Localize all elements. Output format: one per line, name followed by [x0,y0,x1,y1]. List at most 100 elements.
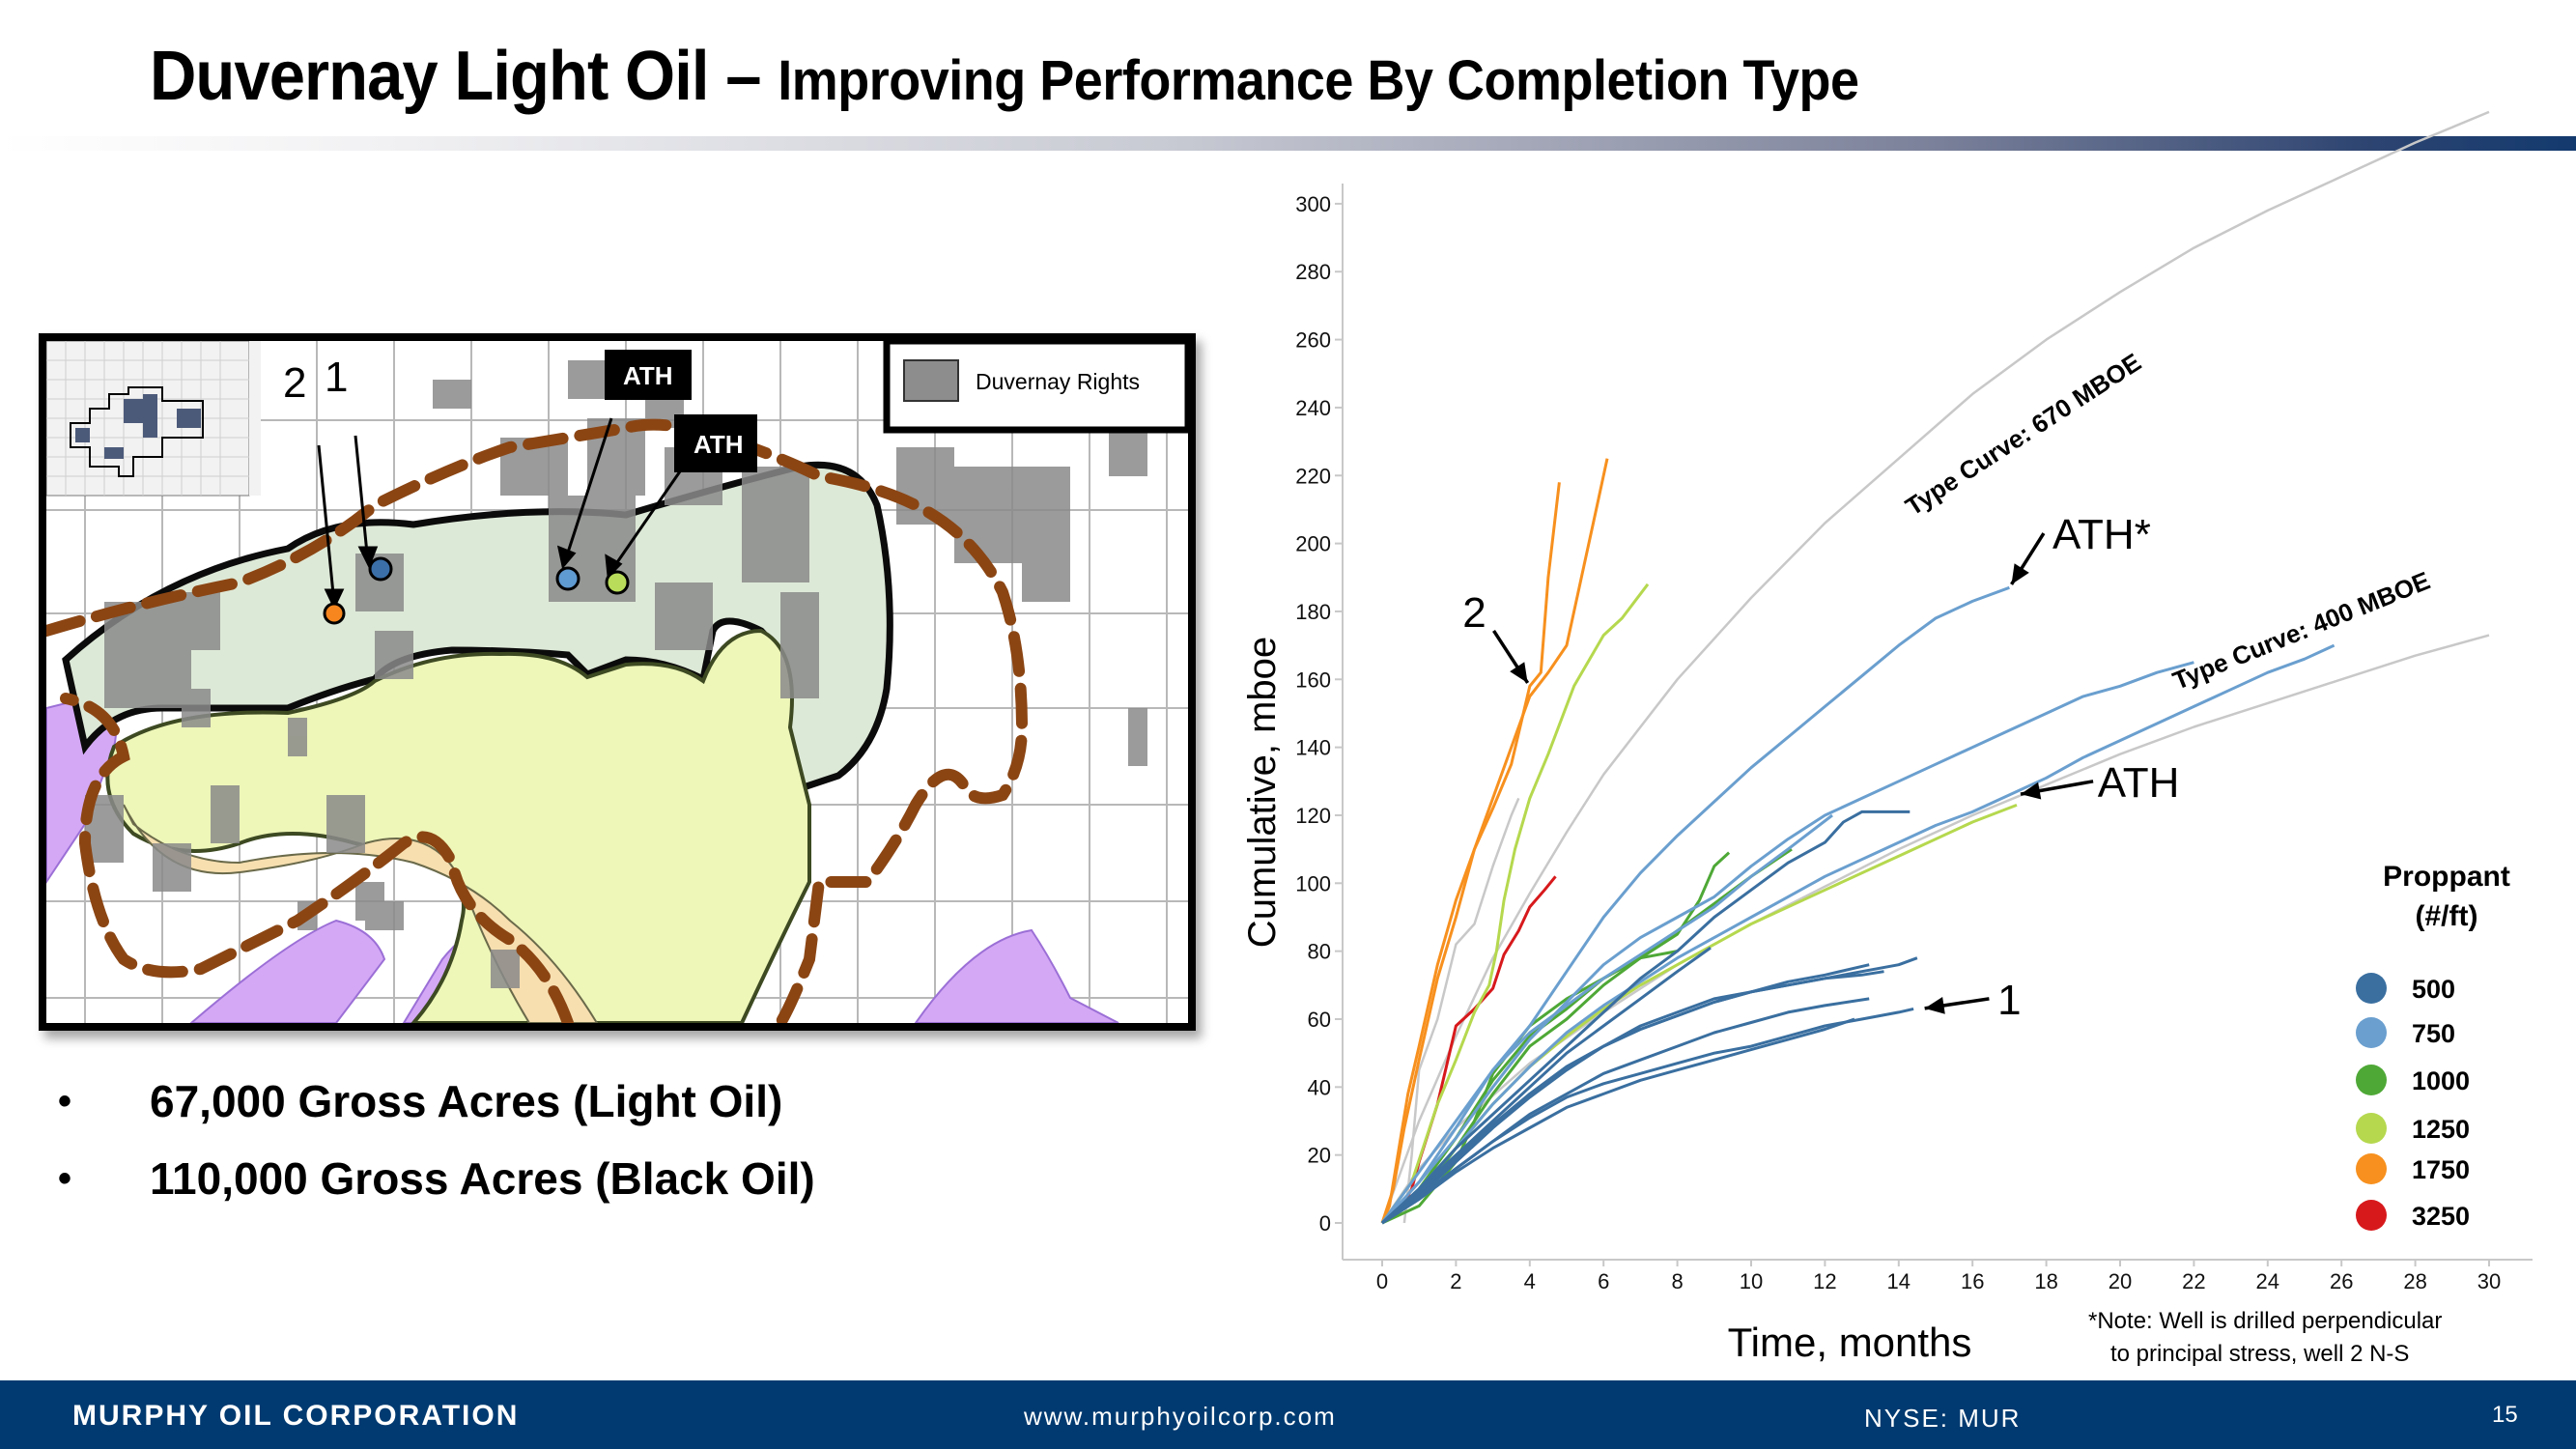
well-ath-2-marker [605,570,630,595]
map-label-well-1: 1 [325,354,348,401]
well-annotation-label: ATH* [2052,511,2151,558]
series-line [1381,963,1870,1225]
y-tick-label: 20 [1308,1144,1331,1168]
well-2-marker [323,602,346,625]
bullet-marker: • [58,1079,72,1122]
legend-swatch [2356,973,2387,1004]
duvernay-map: 2 1 ATH ATH Duvernay Rights [39,333,1196,1031]
legend-label: 500 [2412,975,2455,1004]
x-tick-label: 6 [1598,1269,1609,1293]
y-axis-label: Cumulative, mboe [1241,637,1284,948]
x-tick-label: 30 [2477,1269,2501,1293]
arrow-icon [1924,996,1945,1014]
x-tick-label: 2 [1450,1269,1461,1293]
arrow-icon [2020,781,2042,800]
x-tick-label: 4 [1524,1269,1536,1293]
y-tick-label: 40 [1308,1075,1331,1099]
y-tick-label: 160 [1295,668,1331,692]
page-title: Duvernay Light Oil – Improving Performan… [150,37,1859,116]
y-tick-label: 180 [1295,600,1331,624]
map-canvas: 2 1 ATH ATH Duvernay Rights [46,341,1188,1023]
legend-label: 1750 [2412,1155,2470,1184]
title-main: Duvernay Light Oil [150,38,709,115]
well-1-marker [368,556,393,582]
y-tick-label: 300 [1295,192,1331,216]
x-axis-label: Time, months [1728,1320,1972,1365]
cumulative-production-chart: 0204060801001201401601802002202402602803… [1241,110,2533,1367]
legend-swatch [2356,1200,2387,1231]
footer-url[interactable]: www.murphyoilcorp.com [1024,1402,1337,1431]
legend-swatch [2356,1153,2387,1184]
bullet-item: • 67,000 Gross Acres (Light Oil) [58,1063,815,1140]
legend-title: Proppant [2383,861,2510,893]
x-tick-label: 20 [2109,1269,2132,1293]
series-line [1380,643,2335,1225]
series-line [1381,956,1918,1225]
x-tick-label: 0 [1376,1269,1388,1293]
y-tick-label: 280 [1295,260,1331,284]
x-tick-label: 24 [2256,1269,2279,1293]
series-line [1380,582,1650,1224]
series-line [1380,482,1561,1224]
legend-swatch [2356,1065,2387,1095]
x-tick-label: 8 [1671,1269,1683,1293]
chart-note-line-2: to principal stress, well 2 N-S [2110,1341,2409,1367]
title-sub: Improving Performance By Completion Type [778,49,1859,112]
map-label-ath-1: ATH [623,361,673,390]
proppant-legend: Proppant (#/ft) 500 750 1000 1250 1750 3250 [2356,861,2510,1231]
map-label-well-2: 2 [283,359,306,407]
y-tick-label: 100 [1295,871,1331,895]
type-curve-label: Type Curve: 400 MBOE [2168,566,2434,696]
x-tick-label: 12 [1813,1269,1836,1293]
series-line [1380,661,2194,1225]
series-line [1380,810,1911,1225]
legend-swatch [2356,1113,2387,1144]
legend-swatch [2356,1017,2387,1048]
series-line [1380,634,2490,1224]
bullet-text: 67,000 Gross Acres (Light Oil) [150,1076,783,1126]
y-tick-label: 0 [1319,1211,1331,1236]
x-tick-label: 18 [2034,1269,2057,1293]
y-tick-label: 60 [1308,1008,1331,1032]
y-tick-label: 140 [1295,736,1331,760]
title-gradient-rule [0,136,2576,151]
type-curve-label: Type Curve: 670 MBOE [1900,348,2146,522]
legend-label: 3250 [2412,1202,2470,1231]
map-legend-box [883,341,1188,434]
y-tick-label: 80 [1308,940,1331,964]
bullet-item: • 110,000 Gross Acres (Black Oil) [58,1140,815,1217]
bullet-text: 110,000 Gross Acres (Black Oil) [150,1153,815,1204]
arrow-icon [2011,563,2029,584]
y-tick-label: 220 [1295,464,1331,488]
title-dash: – [708,38,778,115]
well-annotation-label: ATH [2098,759,2180,807]
legend-label: 1000 [2412,1066,2470,1095]
footer-ticker: NYSE: MUR [1864,1404,2022,1433]
acreage-bullets: • 67,000 Gross Acres (Light Oil) • 110,0… [58,1063,815,1217]
series-line [1381,1017,1855,1225]
legend-label: 1250 [2412,1115,2470,1144]
y-tick-label: 120 [1295,804,1331,828]
x-tick-label: 16 [1961,1269,1984,1293]
x-tick-label: 28 [2403,1269,2426,1293]
chart-series [1380,110,2490,1225]
series-line [1380,946,1712,1225]
chart-axes: 0204060801001201401601802002202402602803… [1295,184,2533,1293]
arrow-icon [1510,662,1528,683]
map-legend-label: Duvernay Rights [976,369,1140,394]
page-number: 15 [2492,1402,2518,1428]
x-tick-label: 22 [2182,1269,2205,1293]
bullet-marker: • [58,1156,72,1200]
y-tick-label: 200 [1295,532,1331,556]
well-ath-1-marker [555,566,580,591]
y-tick-label: 260 [1295,328,1331,353]
y-tick-label: 240 [1295,396,1331,420]
series-line [1380,110,2490,1224]
legend-title: (#/ft) [2416,900,2478,932]
series-line [1380,803,2018,1225]
x-tick-label: 14 [1887,1269,1911,1293]
x-tick-label: 10 [1740,1269,1763,1293]
well-annotation-label: 2 [1462,589,1486,637]
footer-company: MURPHY OIL CORPORATION [72,1400,520,1432]
